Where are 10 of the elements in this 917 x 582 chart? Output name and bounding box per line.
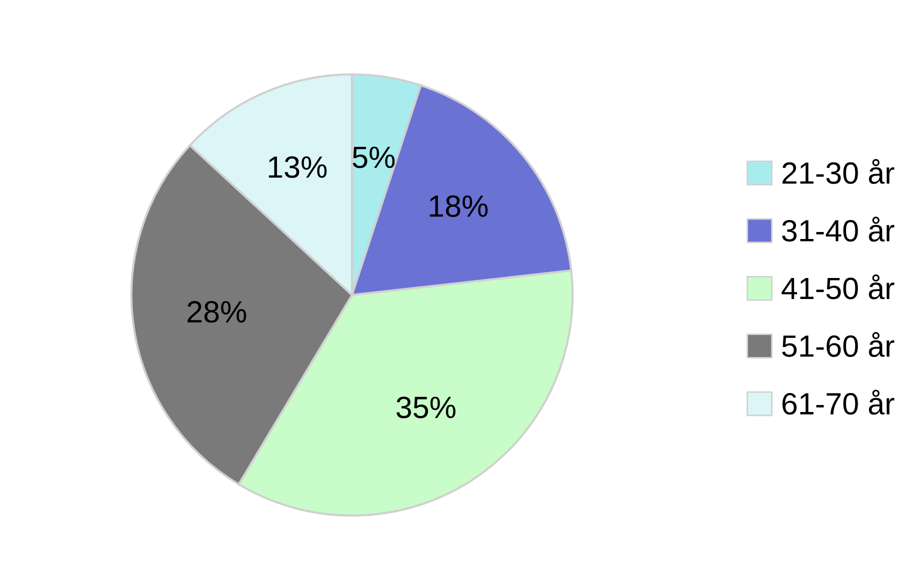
data-label: 13% <box>268 156 327 178</box>
data-label: 28% <box>188 301 246 323</box>
data-label: 35% <box>396 396 456 418</box>
legend-label: 61-70 år <box>782 390 894 415</box>
legend-label: 41-50 år <box>782 274 894 300</box>
data-label: 5% <box>352 146 395 168</box>
legend-label: 31-40 år <box>782 216 894 242</box>
data-label: 18% <box>430 195 488 217</box>
legend-label: 51-60 år <box>782 332 894 357</box>
legend-label: 21-30 år <box>782 159 894 184</box>
